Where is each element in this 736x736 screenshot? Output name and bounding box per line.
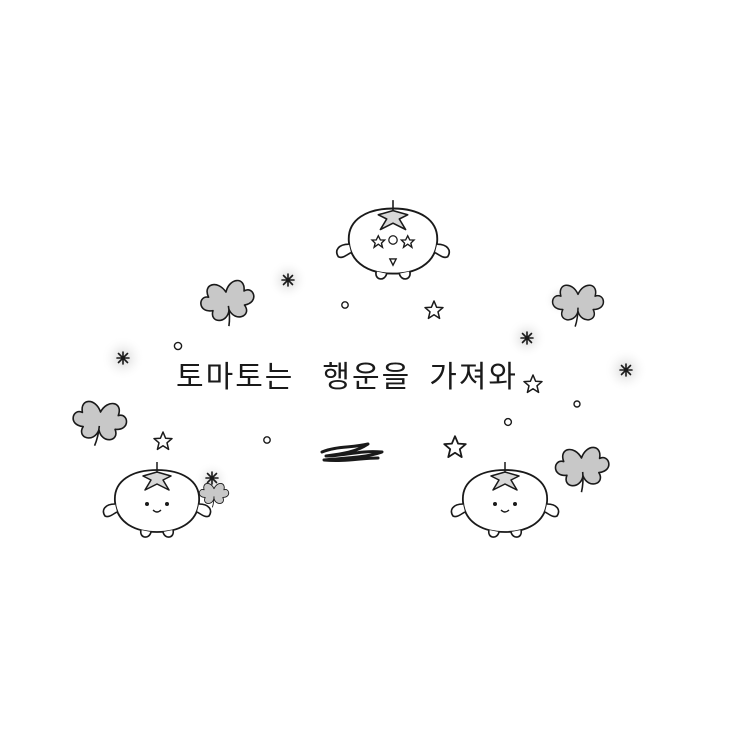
- tomato-character-left: [102, 461, 212, 538]
- sparkle-icon: [520, 331, 534, 345]
- caption-word-3: 가져와: [429, 360, 519, 395]
- star-icon: [424, 300, 444, 320]
- dot-icon: [341, 301, 349, 309]
- clover-icon: [553, 445, 612, 496]
- dot-icon: [503, 417, 513, 427]
- caption: 토마토는 행운을 가져와: [176, 352, 518, 396]
- caption-word-1: 토마토는: [176, 360, 295, 395]
- sparkle-icon: [281, 273, 295, 287]
- dot-icon: [173, 341, 183, 351]
- tomato-character-top: [335, 199, 451, 280]
- star-icon: [523, 374, 543, 394]
- clover-icon: [551, 284, 605, 328]
- sparkle-icon: [116, 351, 130, 365]
- star-eye-icon: [370, 234, 387, 250]
- sparkle-icon: [205, 471, 219, 485]
- scribble-icon: [320, 442, 384, 463]
- dot-icon: [573, 400, 581, 408]
- tomato-character-right: [450, 461, 560, 538]
- sparkle-icon: [619, 363, 633, 377]
- star-icon: [443, 435, 467, 458]
- clover-icon: [197, 277, 260, 332]
- dot-icon: [263, 436, 271, 444]
- star-icon: [153, 431, 173, 451]
- star-eye-icon: [399, 234, 416, 250]
- caption-word-2: 행운을: [322, 360, 412, 395]
- clover-icon: [70, 399, 129, 450]
- dots: [173, 301, 581, 444]
